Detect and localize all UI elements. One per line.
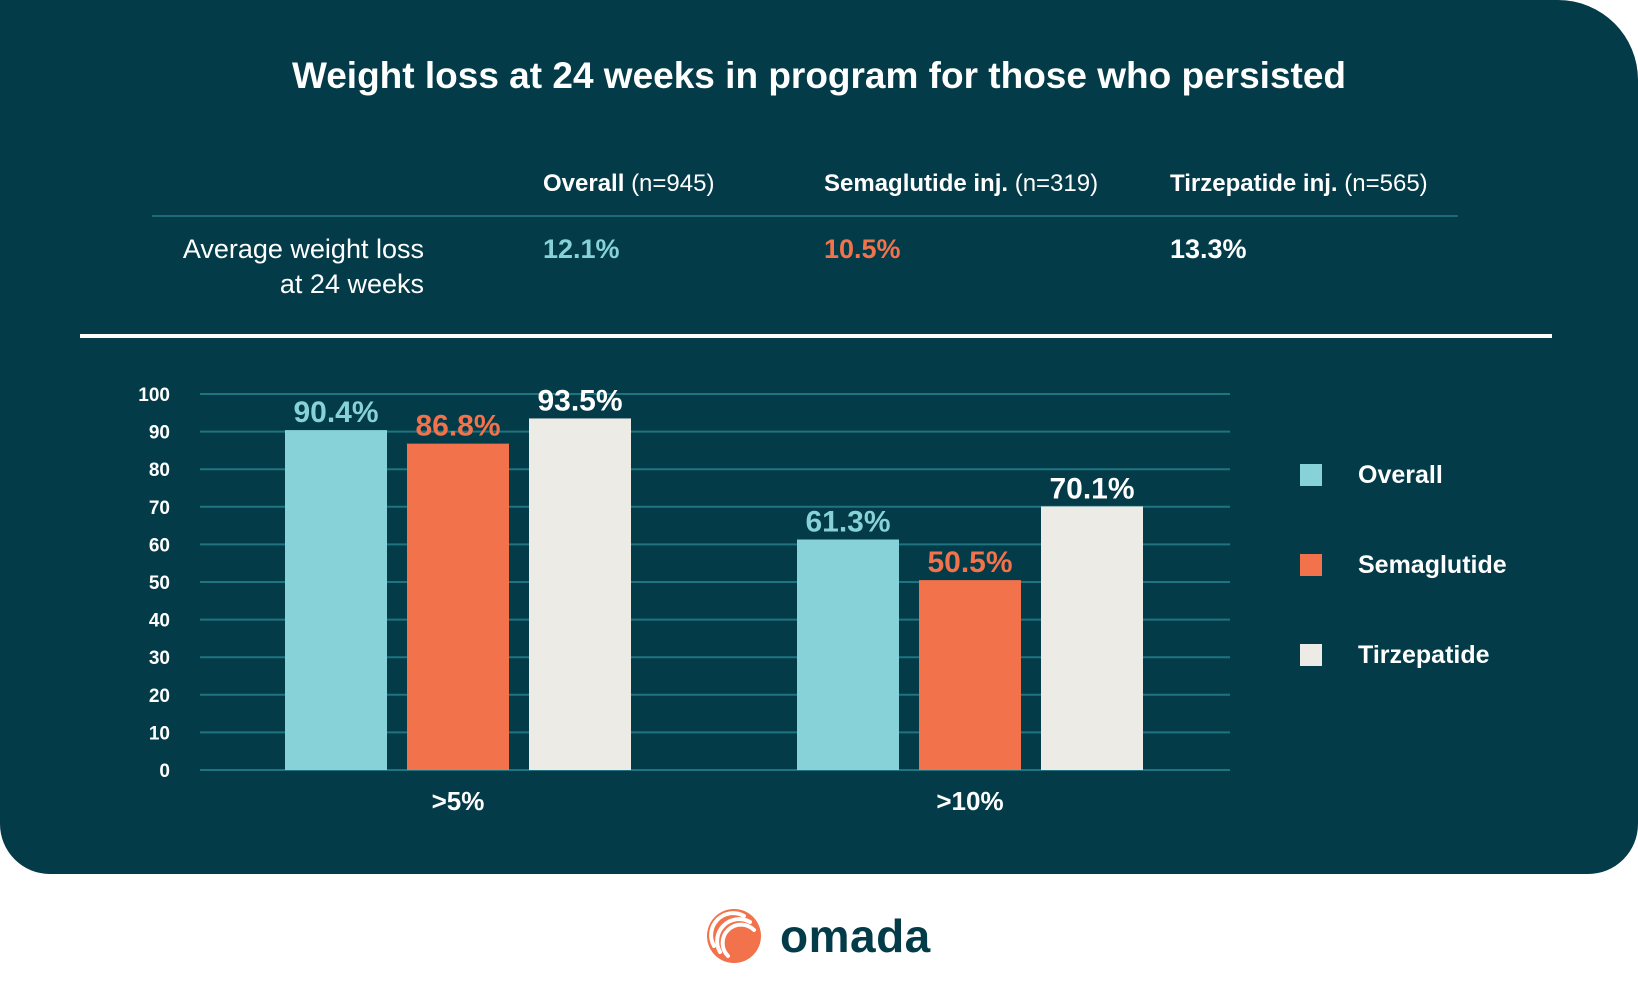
legend-swatch-semaglutide <box>1300 554 1322 576</box>
bar-semaglutide-gt5 <box>407 443 509 770</box>
column-header-tirzepatide: Tirzepatide inj. (n=565) <box>1170 170 1428 197</box>
column-header-overall: Overall (n=945) <box>543 170 715 197</box>
bar-tirzepatide-gt10 <box>1041 506 1143 770</box>
y-tick-label: 30 <box>149 648 170 669</box>
column-header-semaglutide: Semaglutide inj. (n=319) <box>824 170 1099 197</box>
row-label-average-weight-loss: Average weight loss at 24 weeks <box>182 234 424 299</box>
x-tick-label: >5% <box>432 786 485 816</box>
y-tick-label: 80 <box>149 460 170 481</box>
legend-label-semaglutide: Semaglutide <box>1358 550 1507 579</box>
y-tick-label: 40 <box>149 611 170 632</box>
y-tick-label: 90 <box>149 423 170 444</box>
data-label: 50.5% <box>927 546 1012 579</box>
x-tick-label: >10% <box>936 786 1003 816</box>
chart-card: Weight loss at 24 weeks in program for t… <box>0 0 1638 874</box>
bar-tirzepatide-gt5 <box>529 418 631 770</box>
data-label: 93.5% <box>537 384 622 417</box>
y-tick-label: 20 <box>149 686 170 707</box>
legend-item-overall: Overall <box>1300 460 1443 490</box>
data-label: 90.4% <box>293 396 378 429</box>
chart-title: Weight loss at 24 weeks in program for t… <box>291 55 1347 96</box>
bar-chart: 0 10 20 30 40 50 60 70 80 90 100 90.4% 86.8% 93.5% >5%… <box>138 384 1230 816</box>
stat-semaglutide: 10.5% <box>824 234 901 264</box>
legend-label-overall: Overall <box>1358 460 1443 489</box>
legend-swatch-tirzepatide <box>1300 644 1322 666</box>
y-tick-label: 100 <box>138 385 170 406</box>
section-divider <box>80 334 1552 338</box>
data-label: 70.1% <box>1049 472 1134 505</box>
brand-name: omada <box>780 910 931 962</box>
y-tick-label: 50 <box>149 573 170 594</box>
stat-tirzepatide: 13.3% <box>1170 234 1247 264</box>
data-label: 86.8% <box>415 410 500 443</box>
bar-semaglutide-gt10 <box>919 580 1021 770</box>
omada-brand: omada <box>704 906 931 966</box>
legend-item-tirzepatide: Tirzepatide <box>1300 640 1490 670</box>
y-tick-label: 60 <box>149 535 170 556</box>
y-tick-label: 0 <box>159 761 170 782</box>
bar-overall-gt5 <box>285 430 387 770</box>
data-label: 61.3% <box>805 506 890 539</box>
omada-logo-icon <box>707 909 761 963</box>
y-tick-label: 10 <box>149 723 170 744</box>
legend-swatch-overall <box>1300 464 1322 486</box>
bar-overall-gt10 <box>797 539 899 770</box>
table-divider <box>152 215 1458 217</box>
stat-overall: 12.1% <box>543 234 620 264</box>
legend-item-semaglutide: Semaglutide <box>1300 550 1507 580</box>
legend-label-tirzepatide: Tirzepatide <box>1358 640 1490 669</box>
y-tick-label: 70 <box>149 498 170 519</box>
